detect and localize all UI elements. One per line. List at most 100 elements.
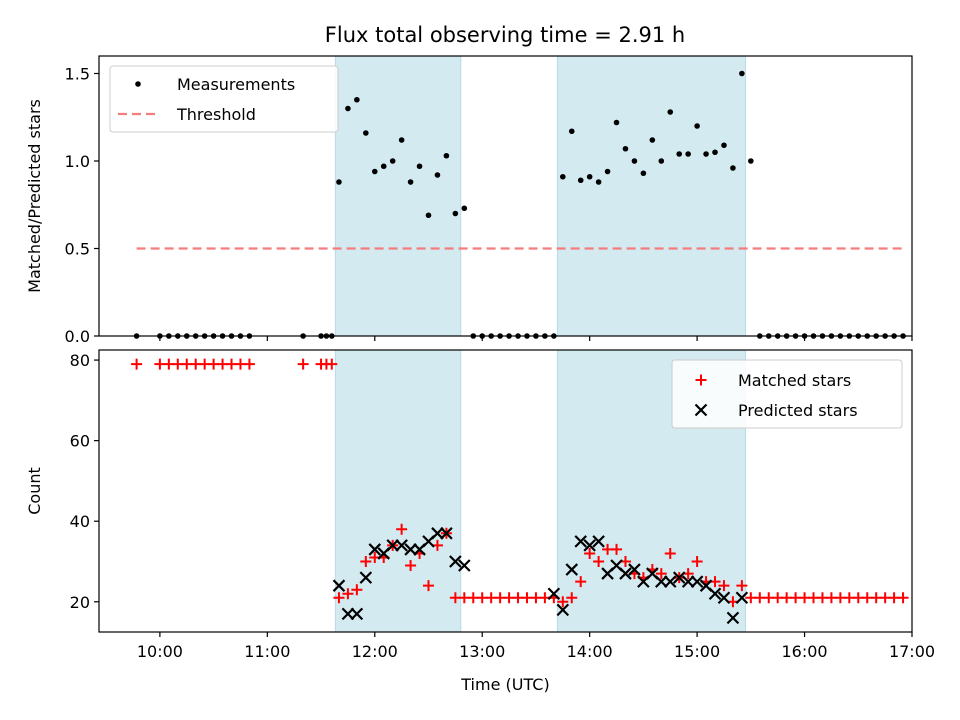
measurement-point bbox=[398, 137, 405, 143]
matched-stars-point bbox=[611, 543, 623, 555]
y-tick-label: 0.5 bbox=[65, 240, 90, 259]
legend-measurements-marker bbox=[135, 81, 141, 87]
predicted-stars-point bbox=[735, 591, 749, 605]
predicted-stars-point bbox=[404, 543, 417, 556]
legend-box bbox=[109, 65, 339, 133]
measurement-point bbox=[604, 168, 611, 175]
predicted-stars-point bbox=[431, 527, 444, 540]
observing-interval bbox=[334, 55, 462, 337]
measurement-point bbox=[354, 96, 360, 103]
legend-threshold-label: Threshold bbox=[176, 105, 256, 124]
measurement-point bbox=[560, 173, 566, 180]
matched-stars-point bbox=[297, 358, 309, 370]
measurement-point bbox=[461, 205, 468, 212]
predicted-stars-point bbox=[690, 575, 704, 588]
measurement-point bbox=[345, 105, 351, 112]
plot-frame bbox=[98, 55, 913, 337]
matched-stars-point bbox=[691, 556, 703, 567]
matched-stars-point bbox=[243, 358, 255, 370]
matched-stars-point bbox=[422, 580, 434, 592]
measurement-point bbox=[685, 151, 691, 157]
legend-predicted-marker bbox=[694, 403, 708, 417]
measurement-point bbox=[658, 158, 665, 164]
observing-interval bbox=[556, 55, 746, 337]
predicted-stars-point bbox=[458, 559, 471, 572]
matched-stars-point bbox=[566, 592, 578, 604]
measurement-point bbox=[407, 179, 414, 185]
measurement-point bbox=[631, 158, 638, 164]
legend-measurements-label: Measurements bbox=[177, 75, 295, 94]
legend: Measurements Threshold bbox=[109, 65, 339, 133]
matched-stars-point bbox=[342, 588, 354, 600]
x-tick-label: 15:00 bbox=[674, 642, 720, 661]
measurement-point bbox=[595, 179, 602, 185]
measurement-point bbox=[443, 152, 450, 159]
matched-stars-point bbox=[351, 584, 363, 596]
measurement-point bbox=[694, 123, 700, 129]
measurement-point bbox=[336, 179, 342, 185]
x-tick-label: 17:00 bbox=[889, 642, 935, 661]
matched-stars-point bbox=[584, 547, 596, 559]
predicted-stars-point bbox=[368, 543, 382, 556]
x-tick-label: 10:00 bbox=[137, 642, 183, 661]
top-panel: 0.0 0.5 1.0 1.5 Matched/Predicted stars Measu… bbox=[25, 55, 913, 346]
predicted-stars-point bbox=[359, 571, 373, 584]
legend-box bbox=[671, 359, 903, 429]
legend: Matched stars Predicted stars bbox=[671, 359, 903, 429]
measurement-point bbox=[676, 151, 683, 157]
measurement-point bbox=[586, 173, 593, 180]
measurement-point bbox=[389, 158, 396, 164]
predicted-stars-point bbox=[350, 607, 364, 621]
y-tick-label: 0.0 bbox=[65, 327, 90, 346]
predicted-stars-point bbox=[663, 575, 677, 588]
matched-stars-point bbox=[396, 523, 408, 535]
x-axis-label: Time (UTC) bbox=[460, 675, 549, 694]
predicted-stars-point bbox=[583, 539, 596, 552]
measurement-point bbox=[613, 119, 620, 126]
x-tick-label: 11:00 bbox=[244, 642, 290, 661]
matched-stars-point bbox=[593, 556, 605, 567]
matched-stars-point bbox=[897, 592, 909, 604]
y-tick-label: 20 bbox=[70, 593, 90, 612]
predicted-stars-point bbox=[655, 575, 668, 588]
measurement-point bbox=[568, 128, 575, 135]
measurement-point bbox=[577, 177, 584, 184]
y-tick-label: 1.0 bbox=[65, 152, 90, 171]
predicted-stars-point bbox=[681, 575, 695, 588]
matched-stars-point bbox=[405, 560, 417, 572]
measurement-point bbox=[721, 142, 727, 149]
measurement-point bbox=[739, 70, 745, 77]
matched-stars-point bbox=[333, 592, 345, 604]
legend-predicted-label: Predicted stars bbox=[738, 401, 858, 420]
matched-stars-point bbox=[557, 596, 569, 608]
matched-stars-point bbox=[736, 580, 748, 592]
measurement-point bbox=[622, 145, 629, 152]
measurement-point bbox=[712, 149, 718, 156]
predicted-stars-point bbox=[440, 527, 453, 540]
predicted-stars-point bbox=[628, 563, 641, 576]
predicted-stars-point bbox=[565, 563, 579, 576]
bottom-panel: 20 40 60 80 10:00 11:00 12:00 13:00 14:00 15:00 16… bbox=[25, 349, 935, 694]
matched-stars-point bbox=[718, 580, 730, 592]
legend-matched-label: Matched stars bbox=[738, 371, 851, 390]
x-tick-label: 16:00 bbox=[782, 642, 828, 661]
matched-stars-point bbox=[575, 576, 587, 588]
y-tick-label: 40 bbox=[70, 512, 90, 531]
matched-stars-point bbox=[131, 358, 143, 370]
predicted-stars-point bbox=[449, 555, 462, 568]
matched-stars-point bbox=[360, 556, 372, 567]
predicted-stars-point bbox=[574, 535, 587, 548]
matched-stars-point bbox=[326, 358, 338, 370]
matched-stars-point bbox=[664, 547, 676, 559]
legend-matched-marker bbox=[695, 374, 707, 386]
predicted-stars-point bbox=[619, 567, 632, 580]
predicted-stars-point bbox=[592, 535, 605, 548]
measurement-point bbox=[748, 158, 754, 164]
measurement-point bbox=[416, 163, 423, 170]
predicted-stars-point bbox=[726, 611, 740, 625]
measurement-point bbox=[667, 109, 674, 115]
measurement-point bbox=[434, 172, 441, 178]
measurement-point bbox=[452, 210, 459, 217]
predicted-stars-point bbox=[395, 539, 408, 552]
